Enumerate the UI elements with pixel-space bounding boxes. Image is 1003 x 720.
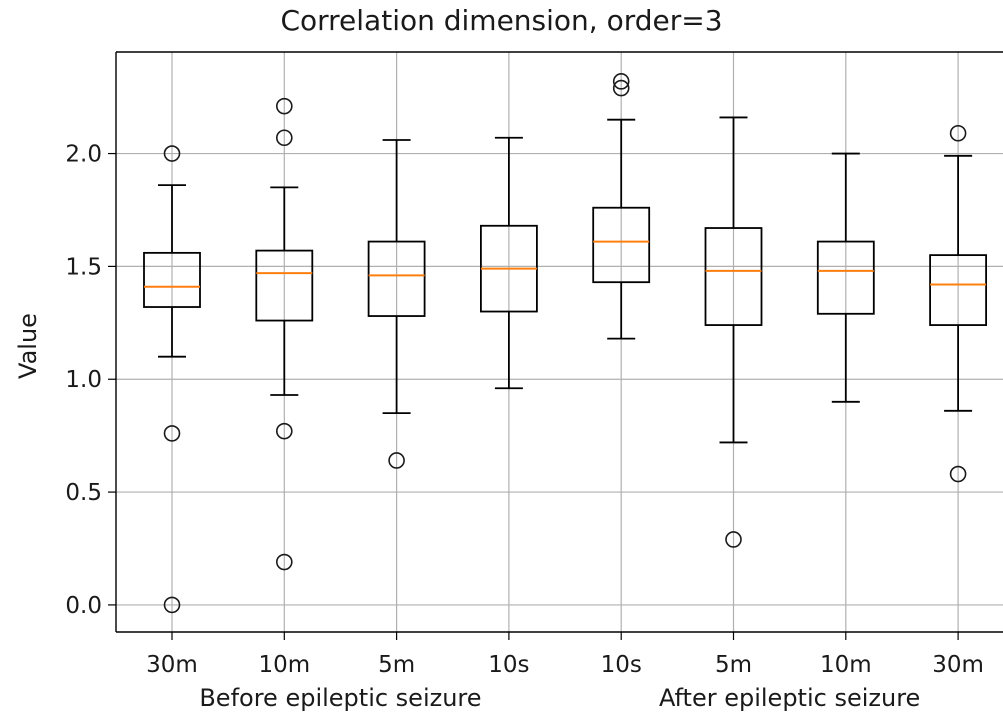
box-iqr xyxy=(592,206,651,284)
y-tick-label: 1.5 xyxy=(65,254,102,280)
box-8 xyxy=(929,124,987,483)
x-tick-label: 5m xyxy=(715,652,752,678)
group-label-after: After epileptic seizure xyxy=(658,684,921,712)
box-series xyxy=(143,73,987,614)
y-tick-label: 0.5 xyxy=(65,480,102,506)
box-iqr xyxy=(255,249,314,322)
outlier-point xyxy=(949,124,967,142)
outlier-point xyxy=(275,97,293,115)
group-label-before: Before epileptic seizure xyxy=(199,684,482,712)
outlier-point xyxy=(275,422,293,440)
box-4 xyxy=(479,136,538,390)
y-tick-label: 2.0 xyxy=(65,142,102,168)
box-1 xyxy=(143,145,201,614)
box-iqr xyxy=(704,227,763,326)
box-iqr xyxy=(143,251,201,308)
axis-ticks: 0.0 0.5 1.0 1.5 2.0 30m 10m 5m 10s 10s 5m 10m 30m xyxy=(65,142,984,678)
x-tick-label: 30m xyxy=(146,652,198,678)
outlier-point xyxy=(612,79,630,97)
box-iqr xyxy=(929,254,987,326)
box-7 xyxy=(816,152,875,403)
x-tick-label: 10m xyxy=(258,652,310,678)
outlier-point xyxy=(949,465,967,483)
box-2 xyxy=(255,97,314,571)
box-6 xyxy=(704,116,763,548)
x-tick-label: 10s xyxy=(488,652,529,678)
outlier-point xyxy=(163,596,181,614)
y-tick-label: 1.0 xyxy=(65,367,102,393)
outlier-point xyxy=(163,145,181,162)
outlier-point xyxy=(725,531,742,548)
box-5 xyxy=(592,73,651,340)
y-tick-label: 0.0 xyxy=(65,593,102,619)
outlier-point xyxy=(275,553,293,571)
outlier-point xyxy=(275,129,293,147)
box-iqr xyxy=(367,240,426,317)
box-3 xyxy=(367,139,426,469)
x-tick-label: 30m xyxy=(932,652,984,678)
x-tick-label: 5m xyxy=(378,652,415,678)
outlier-point xyxy=(612,73,630,90)
x-tick-label: 10m xyxy=(820,652,872,678)
x-tick-label: 10s xyxy=(601,652,642,678)
outlier-point xyxy=(388,452,405,469)
outlier-point xyxy=(163,425,181,442)
grid-lines xyxy=(116,52,1003,632)
chart-title: Correlation dimension, order=3 xyxy=(280,4,723,37)
box-iqr xyxy=(816,240,875,315)
